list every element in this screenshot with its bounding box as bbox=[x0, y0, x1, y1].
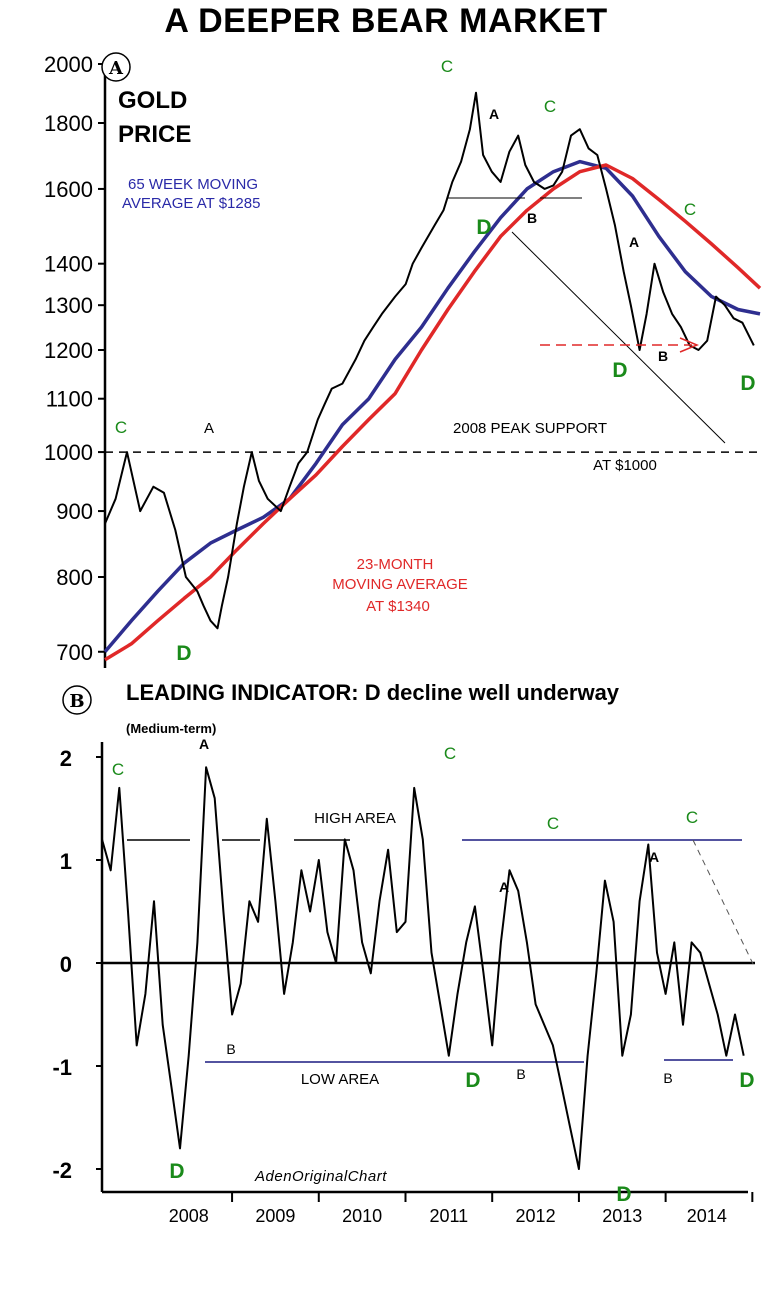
b-x-tick-label: 2010 bbox=[342, 1206, 382, 1226]
chart-title: A DEEPER BEAR MARKET bbox=[164, 2, 608, 40]
panel-a-badge bbox=[101, 52, 131, 82]
panel-b-y-ticks: 2 1 0 -1 -2 bbox=[52, 746, 102, 1183]
b-x-tick-label: 2011 bbox=[429, 1206, 468, 1226]
b-y-tick-label: 0 bbox=[60, 952, 72, 977]
blue-ma-label-1: 65 WEEK MOVING bbox=[128, 176, 258, 193]
a-y-tick-label: 1200 bbox=[44, 338, 93, 363]
red-ma-label-2: MOVING AVERAGE bbox=[332, 576, 468, 593]
low-area-label: LOW AREA bbox=[301, 1071, 379, 1088]
panel-a-series bbox=[103, 91, 762, 662]
a-y-tick-label: 1300 bbox=[44, 293, 93, 318]
b-x-tick-label: 2014 bbox=[687, 1206, 727, 1226]
support-label-2: AT $1000 bbox=[593, 457, 657, 474]
watermark: AdenOriginalChart bbox=[254, 1168, 387, 1185]
a-y-tick-label: 900 bbox=[56, 499, 93, 524]
marker-a-d2: D bbox=[476, 216, 491, 239]
b-x-tick-label: 2009 bbox=[255, 1206, 295, 1226]
diagonal-trendline bbox=[511, 231, 726, 444]
a-y-tick-label: 700 bbox=[56, 640, 93, 665]
marker-b-b1: B bbox=[226, 1041, 235, 1057]
marker-b-b2: B bbox=[516, 1066, 525, 1082]
high-area-label: HIGH AREA bbox=[314, 810, 396, 827]
a-y-tick-label: 1600 bbox=[44, 177, 93, 202]
marker-b-a1: A bbox=[199, 736, 209, 752]
series-line-23-month-moving-average bbox=[104, 163, 762, 662]
marker-b-a2: A bbox=[499, 879, 509, 895]
red-ma-label-3: AT $1340 bbox=[366, 598, 430, 615]
b-x-tick-label: 2008 bbox=[169, 1206, 209, 1226]
panel-b-title: LEADING INDICATOR: D decline well underw… bbox=[126, 680, 620, 705]
marker-a-c4: C bbox=[684, 200, 696, 219]
marker-b-c4: C bbox=[686, 808, 698, 827]
panel-a-y-ticks: 2000 1800 1600 1400 1300 1200 1100 1000 900 800 70… bbox=[44, 52, 105, 665]
b-y-tick-label: 2 bbox=[60, 746, 72, 771]
support-label-1: 2008 PEAK SUPPORT bbox=[453, 420, 607, 437]
panel-b-x-ticks: 2008 2009 2010 2011 2012 2013 2014 bbox=[169, 1192, 754, 1226]
panel-b-badge-label: B bbox=[69, 691, 84, 712]
marker-b-c2: C bbox=[444, 744, 456, 763]
panel-b-series bbox=[101, 766, 745, 1170]
marker-b-c3: C bbox=[547, 814, 559, 833]
panel-b-badge bbox=[62, 685, 92, 715]
series-line-leading-indicator bbox=[101, 766, 745, 1170]
dashed-trendline-b bbox=[692, 839, 756, 969]
gold-price-label-2: PRICE bbox=[118, 121, 191, 148]
blue-ma-label-2: AVERAGE AT $1285 bbox=[122, 195, 260, 212]
marker-b-d2: D bbox=[465, 1069, 480, 1092]
marker-a-a1: A bbox=[204, 420, 214, 437]
marker-a-d4: D bbox=[740, 372, 755, 395]
b-y-tick-label: 1 bbox=[60, 849, 72, 874]
marker-a-b2: B bbox=[658, 348, 668, 364]
red-arrowhead-icon bbox=[679, 337, 699, 353]
marker-a-c1: C bbox=[115, 418, 127, 437]
marker-a-a2: A bbox=[489, 106, 499, 122]
marker-b-a3: A bbox=[649, 849, 659, 865]
series-line-gold-price bbox=[104, 91, 755, 630]
marker-a-b1: B bbox=[527, 210, 537, 226]
b-y-tick-label: -1 bbox=[52, 1055, 72, 1080]
marker-a-d3: D bbox=[612, 359, 627, 382]
a-y-tick-label: 1400 bbox=[44, 252, 93, 277]
b-x-tick-label: 2012 bbox=[516, 1206, 556, 1226]
gold-price-label-1: GOLD bbox=[118, 87, 187, 114]
a-y-tick-label: 2000 bbox=[44, 52, 93, 77]
red-ma-label-1: 23-MONTH bbox=[357, 556, 434, 573]
a-y-tick-label: 1000 bbox=[44, 440, 93, 465]
marker-b-d1: D bbox=[169, 1160, 184, 1183]
marker-a-c2: C bbox=[441, 57, 453, 76]
marker-a-d1: D bbox=[176, 642, 191, 665]
b-y-tick-label: -2 bbox=[52, 1158, 72, 1183]
marker-a-a3: A bbox=[629, 234, 639, 250]
panel-a-badge-label: A bbox=[108, 58, 124, 79]
a-y-tick-label: 1100 bbox=[46, 387, 93, 412]
a-y-tick-label: 800 bbox=[56, 565, 93, 590]
marker-b-d4: D bbox=[739, 1069, 754, 1092]
series-line-65-week-moving-average bbox=[103, 159, 761, 653]
panel-b-subtitle: (Medium-term) bbox=[126, 721, 216, 736]
marker-b-c1: C bbox=[112, 760, 124, 779]
marker-b-d3: D bbox=[616, 1183, 631, 1206]
marker-a-c3: C bbox=[544, 97, 556, 116]
b-x-tick-label: 2013 bbox=[602, 1206, 642, 1226]
marker-b-b3: B bbox=[663, 1070, 672, 1086]
a-y-tick-label: 1800 bbox=[44, 111, 93, 136]
